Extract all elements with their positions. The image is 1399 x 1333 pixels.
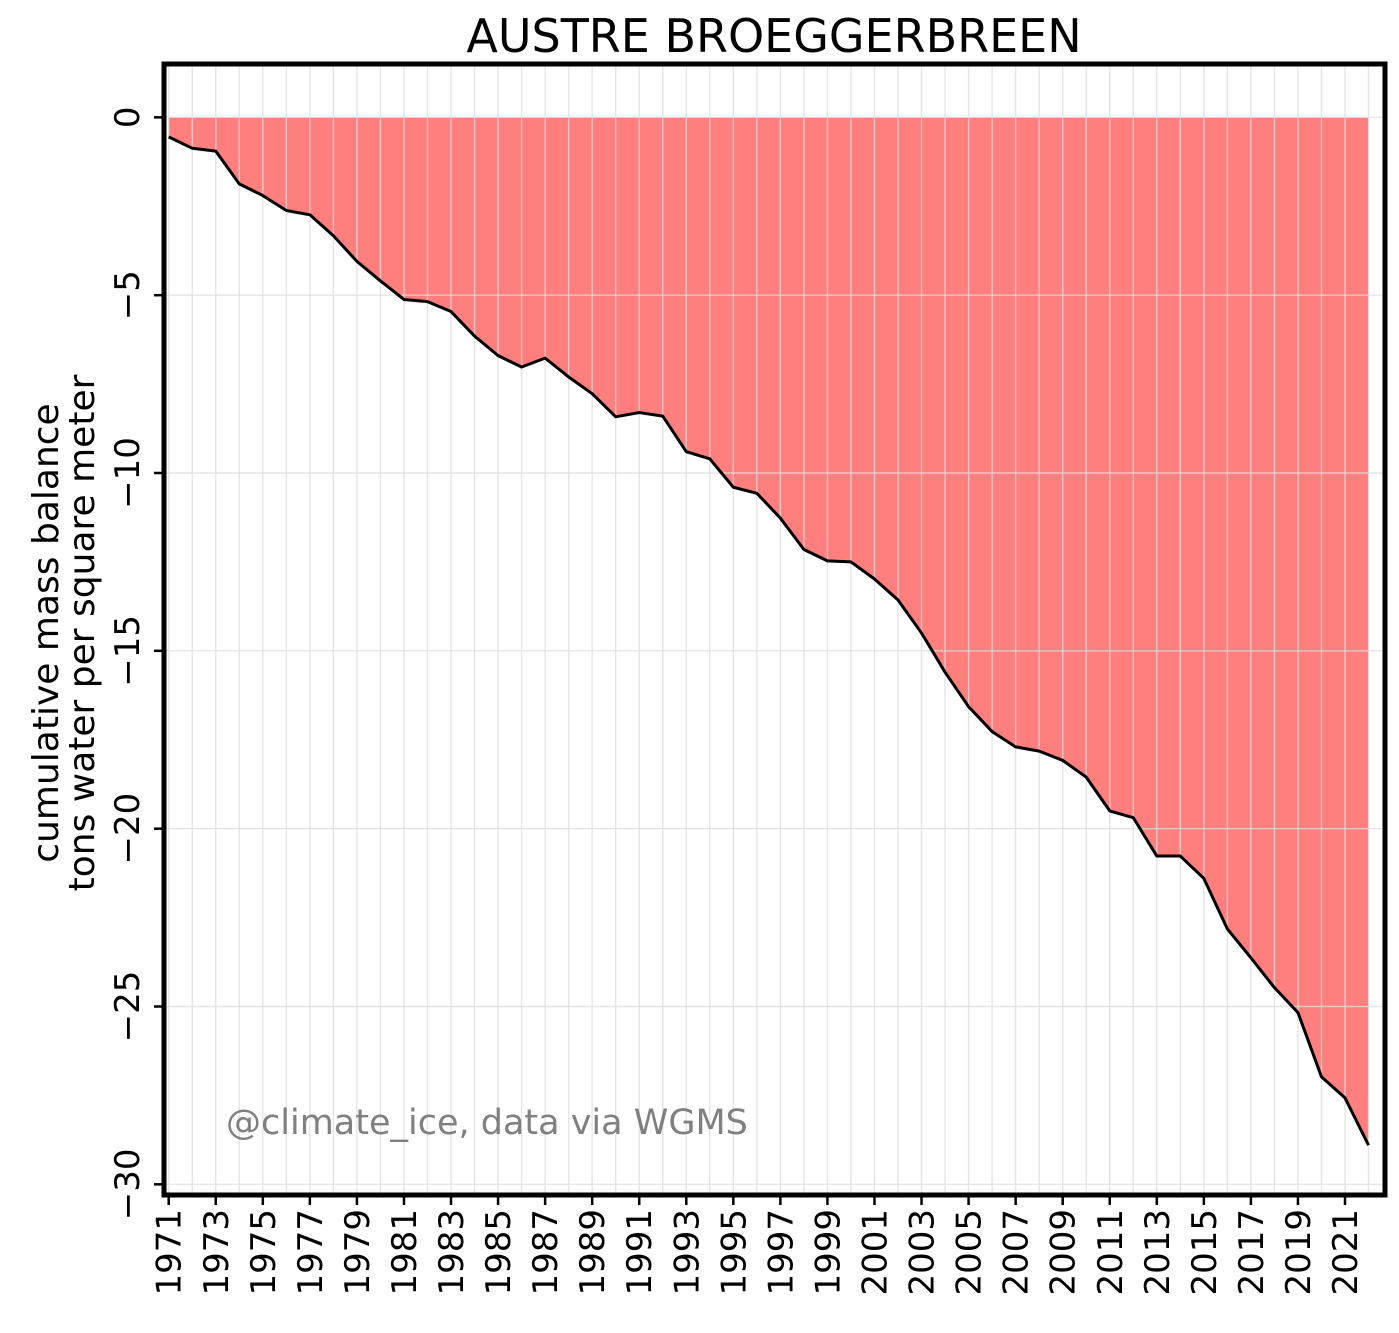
x-tick-label: 1997 (761, 1209, 801, 1296)
area-fill-layer (168, 117, 1369, 1146)
watermark-text: @climate_ice, data via WGMS (226, 1103, 748, 1143)
y-tick-label: −5 (108, 270, 148, 320)
y-tick-label: −25 (108, 971, 148, 1043)
x-tick-label: 2019 (1279, 1209, 1319, 1296)
x-tick-label: 2021 (1326, 1209, 1366, 1296)
grid-layer (164, 64, 1385, 1195)
x-tick-label: 2007 (997, 1209, 1037, 1296)
x-tick-label: 2001 (855, 1209, 895, 1296)
y-tick-label: −15 (108, 615, 148, 687)
x-tick-label: 1971 (150, 1209, 190, 1296)
y-tick-label: −20 (108, 793, 148, 865)
y-axis-label: cumulative mass balance tons water per s… (26, 374, 103, 891)
y-tick-label: −30 (108, 1148, 148, 1220)
x-tick-label: 2005 (950, 1209, 990, 1296)
x-tick-label: 2009 (1044, 1209, 1084, 1296)
x-tick-label: 1989 (573, 1209, 613, 1296)
x-tick-label: 2011 (1091, 1209, 1131, 1296)
y-tick-label: 0 (108, 107, 148, 129)
x-tick-label: 1975 (244, 1209, 284, 1296)
x-tick-label: 1977 (291, 1209, 331, 1296)
y-axis-label-line1: cumulative mass balance (26, 403, 67, 862)
x-tick-label: 1995 (714, 1209, 754, 1296)
x-tick-label: 2013 (1138, 1209, 1178, 1296)
plot-frame-layer (161, 61, 1388, 1198)
x-tick-label: 1981 (385, 1209, 425, 1296)
x-tick-label: 1985 (479, 1209, 519, 1296)
x-tick-label: 1987 (526, 1209, 566, 1296)
x-axis-ticks: 1971 1973 1975 1977 1979 1981 1983 1985 1987 1989… (150, 1195, 1366, 1296)
y-axis-ticks: 0 −5 −10 −15 −20 −25 −30 (108, 107, 164, 1220)
x-tick-label: 2003 (903, 1209, 943, 1296)
x-tick-label: 1983 (432, 1209, 472, 1296)
x-tick-label: 2015 (1185, 1209, 1225, 1296)
x-tick-label: 1973 (197, 1209, 237, 1296)
plot-frame (161, 61, 1388, 1198)
cumulative-area-fill (168, 117, 1369, 1146)
x-tick-label: 2017 (1232, 1209, 1272, 1296)
x-tick-label: 1991 (620, 1209, 660, 1296)
x-tick-label: 1999 (808, 1209, 848, 1296)
x-tick-label: 1979 (338, 1209, 378, 1296)
line-layer (168, 135, 1370, 1146)
y-tick-label: −10 (108, 437, 148, 509)
chart-title: AUSTRE BROEGGERBREEN (466, 9, 1081, 63)
x-tick-label: 1993 (667, 1209, 707, 1296)
cumulative-balance-line (168, 135, 1370, 1146)
y-axis-label-line2: tons water per square meter (62, 374, 103, 891)
